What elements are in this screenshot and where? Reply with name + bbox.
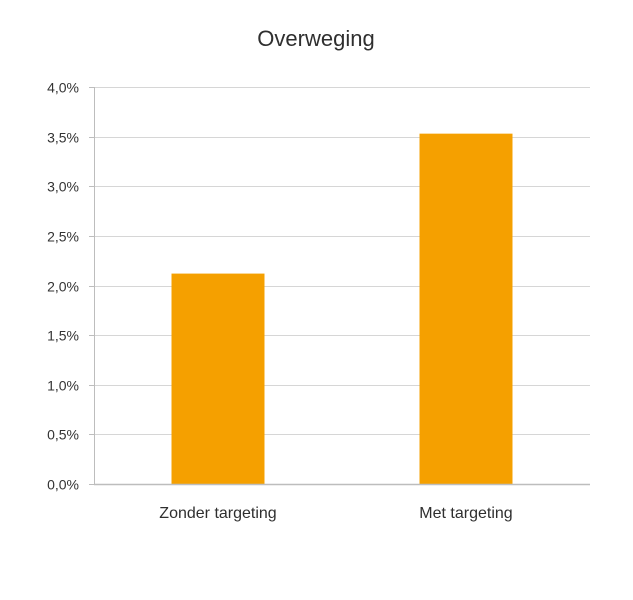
- y-tick-label: 2,5%: [47, 229, 79, 245]
- y-tick-label: 0,0%: [47, 477, 79, 493]
- y-axis-ticks: 0,0% 0,5% 1,0% 1,5% 2,0% 2,5% 3,0% 3,5% 4,0%: [47, 80, 79, 493]
- bars: [171, 133, 513, 484]
- y-tick-label: 4,0%: [47, 80, 79, 96]
- gridlines: [94, 87, 590, 435]
- bar-met-targeting: [419, 133, 513, 484]
- bar-zonder-targeting: [171, 273, 265, 484]
- x-axis-categories: Zonder targeting Met targeting: [159, 505, 512, 522]
- y-tick-label: 1,5%: [47, 328, 79, 344]
- x-category-label: Zonder targeting: [159, 505, 276, 522]
- y-tick-label: 2,0%: [47, 279, 79, 295]
- y-tick-label: 3,0%: [47, 179, 79, 195]
- y-tick-label: 1,0%: [47, 378, 79, 394]
- y-tick-label: 3,5%: [47, 130, 79, 146]
- chart-title: Overweging: [257, 26, 374, 51]
- axes: [89, 87, 590, 486]
- y-tick-label: 0,5%: [47, 427, 79, 443]
- x-category-label: Met targeting: [419, 505, 512, 522]
